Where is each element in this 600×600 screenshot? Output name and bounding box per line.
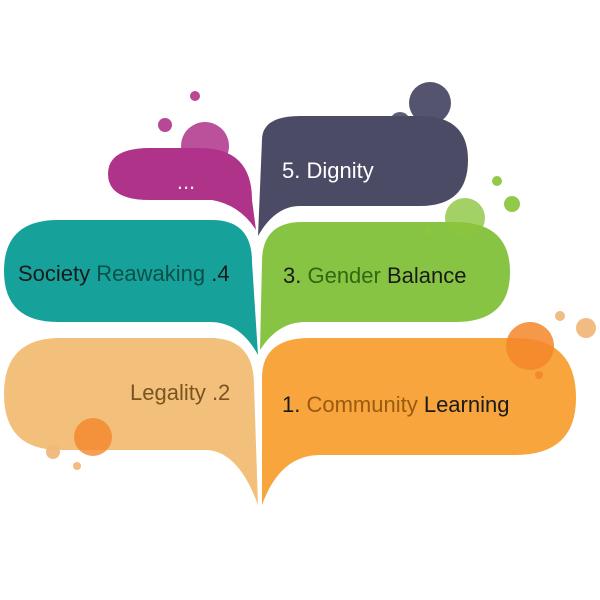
dot bbox=[181, 122, 229, 170]
dot bbox=[190, 91, 200, 101]
bubble-legality-label: Legality .2 bbox=[130, 380, 230, 405]
dot bbox=[492, 176, 502, 186]
bubble-community-label: 1. Community Learning bbox=[282, 392, 509, 417]
dot bbox=[576, 318, 596, 338]
dot bbox=[46, 445, 60, 459]
label-part: Reawaking bbox=[96, 261, 205, 286]
bubble-society-label: Society Reawaking .4 bbox=[18, 261, 230, 286]
decorative-dots bbox=[46, 82, 596, 470]
bubble-ellipsis-label: ... bbox=[177, 169, 195, 194]
bubble-ellipsis-shape bbox=[108, 148, 256, 230]
dot bbox=[423, 226, 431, 234]
dot bbox=[158, 118, 172, 132]
dot bbox=[74, 418, 112, 456]
label-part: 5. Dignity bbox=[282, 158, 374, 183]
dot bbox=[73, 462, 81, 470]
bubble-dignity-shape bbox=[258, 116, 468, 236]
label-part: ... bbox=[177, 169, 195, 194]
label-part: Community bbox=[306, 392, 417, 417]
label-part: .4 bbox=[205, 261, 229, 286]
label-part: Gender bbox=[307, 263, 380, 288]
dot bbox=[506, 322, 554, 370]
bubble-community-shape bbox=[262, 338, 576, 505]
label-part: 1. bbox=[282, 392, 306, 417]
dot bbox=[535, 371, 543, 379]
dot bbox=[555, 311, 565, 321]
label-part: Balance bbox=[381, 263, 467, 288]
bubble-dignity-label: 5. Dignity bbox=[282, 158, 374, 183]
label-part: Legality .2 bbox=[130, 380, 230, 405]
bubble-society-shape bbox=[4, 220, 258, 355]
label-part: Learning bbox=[418, 392, 510, 417]
label-part: Society bbox=[18, 261, 96, 286]
bubble-gender-label: 3. Gender Balance bbox=[283, 263, 466, 288]
dot bbox=[409, 82, 451, 124]
bubble-gender-shape bbox=[260, 222, 510, 350]
bubble-legality-shape bbox=[4, 338, 258, 505]
label-part: 3. bbox=[283, 263, 307, 288]
dot bbox=[445, 198, 485, 238]
dot bbox=[504, 196, 520, 212]
dot bbox=[390, 112, 410, 132]
